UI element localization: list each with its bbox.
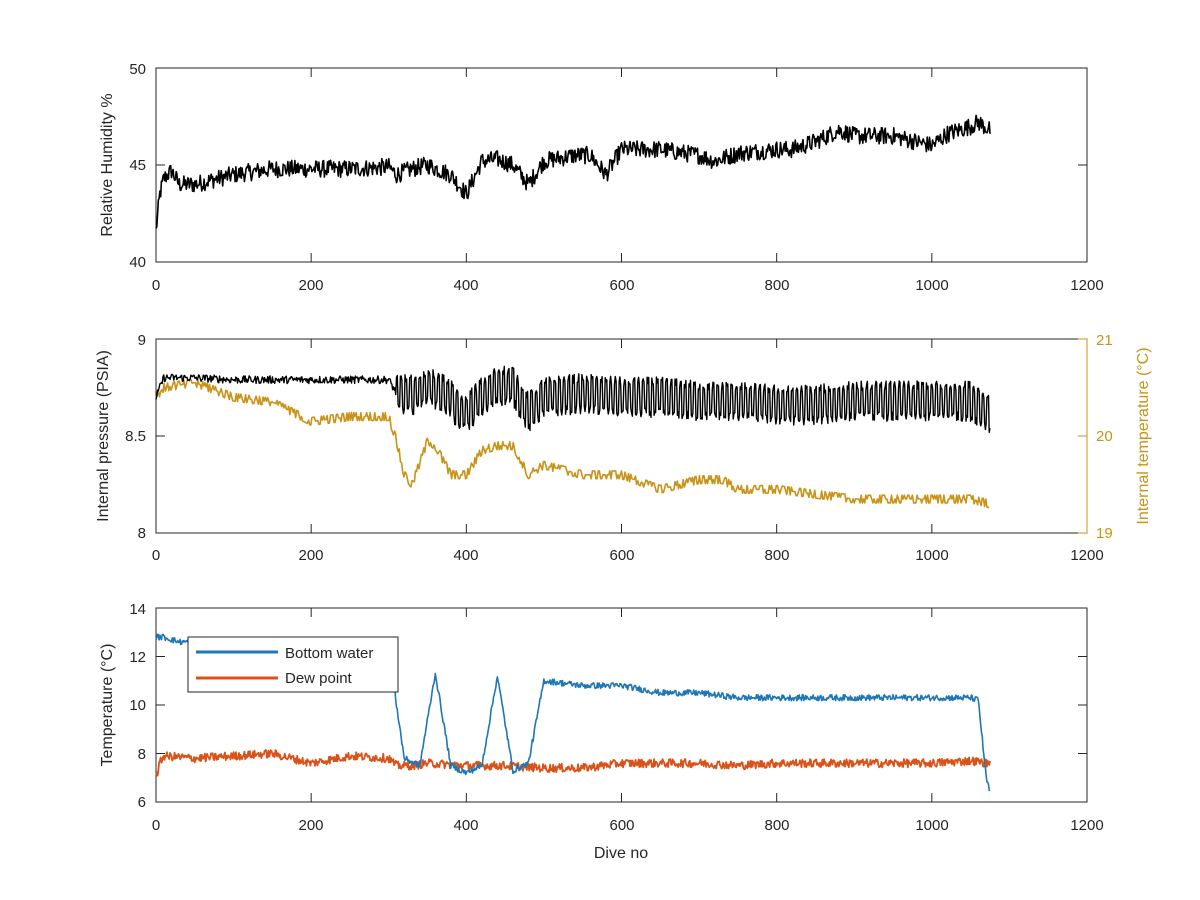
internal-temperature-y-label: Internal temperature (°C)	[1135, 347, 1152, 524]
humidity-y-label: Relative Humidity %	[99, 93, 116, 236]
y-tick-label: 8	[138, 525, 146, 542]
y-tick-label: 14	[129, 601, 146, 618]
x-tick-label: 1200	[1070, 547, 1103, 564]
legend-label-bottom-water: Bottom water	[285, 645, 373, 662]
y-tick-label: 8.5	[125, 428, 146, 445]
x-tick-label: 0	[152, 817, 160, 834]
humidity-axes-box	[155, 67, 1088, 263]
legend-label-dew-point: Dew point	[285, 670, 353, 687]
temperature-y-label: Temperature (°C)	[99, 644, 116, 767]
x-tick-label: 400	[453, 817, 478, 834]
y-tick-label: 6	[138, 794, 146, 811]
humidity-series-line	[155, 114, 991, 229]
x-tick-label: 600	[609, 547, 634, 564]
pressure-grid-ticks	[155, 338, 1088, 534]
humidity-series-layer	[155, 114, 991, 229]
x-tick-label: 200	[298, 817, 323, 834]
pressure-tick-labels: 0 200 400 600 800 1000 1200 8 8.5 9 19 2…	[125, 332, 1113, 564]
temperature-grid-ticks	[155, 607, 1088, 803]
x-tick-label: 400	[453, 277, 478, 294]
pressure-series-layer	[155, 365, 991, 509]
pressure-panel: 0 200 400 600 800 1000 1200 8 8.5 9 19 2…	[95, 332, 1152, 564]
y-tick-label: 12	[129, 649, 146, 666]
y-tick-label: 10	[129, 697, 146, 714]
x-tick-label: 600	[609, 277, 634, 294]
x-tick-label: 1200	[1070, 277, 1103, 294]
x-tick-label: 600	[609, 817, 634, 834]
x-tick-label: 1200	[1070, 817, 1103, 834]
y-right-tick-label: 19	[1096, 525, 1113, 542]
x-tick-label: 800	[764, 277, 789, 294]
temperature-tick-labels: 0 200 400 600 800 1000 1200 6 8 10 12 14	[129, 601, 1103, 834]
y-tick-label: 50	[129, 61, 146, 78]
legend-box	[187, 636, 399, 693]
x-tick-label: 800	[764, 817, 789, 834]
x-tick-label: 1000	[915, 817, 948, 834]
x-tick-label: 1000	[915, 277, 948, 294]
humidity-tick-labels: 0 200 400 600 800 1000 1200 40 45 50	[129, 61, 1103, 294]
dew-point-series-line	[155, 749, 991, 777]
humidity-panel: 0 200 400 600 800 1000 1200 40 45 50 Rel…	[99, 61, 1104, 294]
y-tick-label: 40	[129, 254, 146, 271]
x-tick-label: 200	[298, 277, 323, 294]
x-tick-label: 0	[152, 547, 160, 564]
x-tick-label: 400	[453, 547, 478, 564]
x-tick-label: 800	[764, 547, 789, 564]
x-tick-label: 0	[152, 277, 160, 294]
humidity-grid-ticks	[155, 67, 1088, 263]
legend: Bottom water Dew point	[187, 636, 399, 693]
y-tick-label: 9	[138, 332, 146, 349]
y-right-tick-label: 20	[1096, 428, 1113, 445]
x-tick-label: 200	[298, 547, 323, 564]
pressure-axes-box	[155, 338, 1088, 534]
internal-pressure-series-line	[155, 365, 991, 434]
y-tick-label: 8	[138, 746, 146, 763]
pressure-y-label: Internal pressure (PSIA)	[95, 350, 112, 522]
y-tick-label: 45	[129, 157, 146, 174]
x-tick-label: 1000	[915, 547, 948, 564]
internal-temperature-series-line	[155, 378, 990, 509]
y-right-tick-label: 21	[1096, 332, 1113, 349]
x-axis-label: Dive no	[594, 845, 648, 862]
temperature-panel: 0 200 400 600 800 1000 1200 6 8 10 12 14…	[99, 601, 1104, 862]
